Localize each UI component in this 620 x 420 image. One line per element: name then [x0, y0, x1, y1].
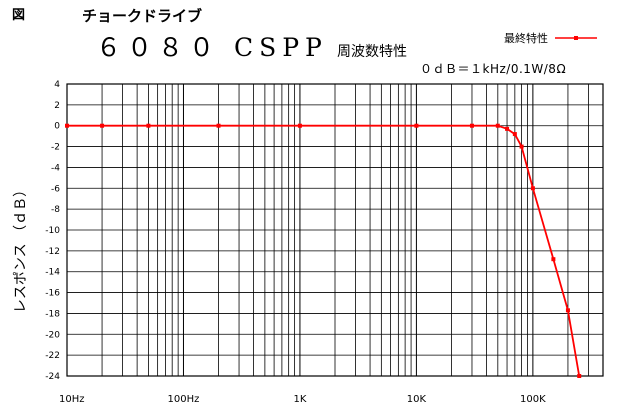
y-tick-label: 2 — [54, 101, 60, 111]
chart-title-suffix: 周波数特性 — [336, 44, 407, 60]
x-tick-label: 1K — [293, 394, 306, 405]
y-tick-label: -16 — [45, 289, 60, 299]
grid-lines — [66, 83, 604, 377]
y-tick-label: 4 — [54, 80, 60, 90]
data-point — [100, 123, 105, 128]
y-tick-label: -10 — [45, 226, 60, 236]
data-point — [577, 374, 582, 378]
legend: 最終特性 — [504, 31, 597, 45]
series-layer — [65, 123, 582, 378]
data-point — [297, 123, 302, 128]
data-point — [512, 132, 517, 137]
data-point — [551, 257, 556, 262]
y-tick-label: -6 — [51, 184, 60, 194]
y-tick-label: -18 — [45, 309, 60, 319]
y-tick-label: 0 — [54, 122, 60, 132]
y-tick-label: -12 — [45, 247, 60, 257]
y-tick-label: -4 — [51, 163, 60, 173]
legend-marker — [574, 36, 578, 40]
y-tick-label: -20 — [45, 330, 60, 340]
figure-label: 図 — [12, 8, 26, 23]
data-point — [530, 186, 535, 191]
data-point — [469, 123, 474, 128]
chart-subtitle: チョークドライブ — [82, 7, 203, 25]
x-axis-ticks: 10Hz 100Hz 1K 10K 100K — [59, 394, 546, 405]
data-point — [495, 123, 500, 128]
x-tick-label: 10K — [407, 394, 427, 405]
chart-title: ６０８０ CSPP 周波数特性 — [96, 28, 407, 64]
y-tick-label: -24 — [45, 372, 60, 382]
y-tick-label: -8 — [51, 205, 60, 215]
y-tick-label: -22 — [45, 351, 60, 361]
legend-label: 最終特性 — [504, 31, 548, 45]
chart-title-main: ６０８０ CSPP — [96, 33, 328, 62]
data-point — [519, 144, 524, 149]
data-point — [565, 308, 570, 313]
data-point — [505, 126, 510, 131]
x-tick-label: 100Hz — [168, 394, 200, 405]
data-point — [146, 123, 151, 128]
reference-note: ０ｄＢ＝１kHz/0.1W/8Ω — [420, 62, 567, 76]
plot-frame — [66, 83, 604, 377]
x-tick-label: 10Hz — [59, 394, 85, 405]
x-tick-label: 100K — [520, 394, 546, 405]
data-point — [65, 123, 69, 128]
y-tick-label: -14 — [45, 268, 60, 278]
data-point — [216, 123, 221, 128]
y-tick-label: -2 — [51, 143, 60, 153]
data-point — [414, 123, 419, 128]
y-axis-ticks: 4 2 0 -2 -4 -6 -8 -10 -12 -14 -16 -18 -20 -22 -24 — [45, 80, 60, 382]
